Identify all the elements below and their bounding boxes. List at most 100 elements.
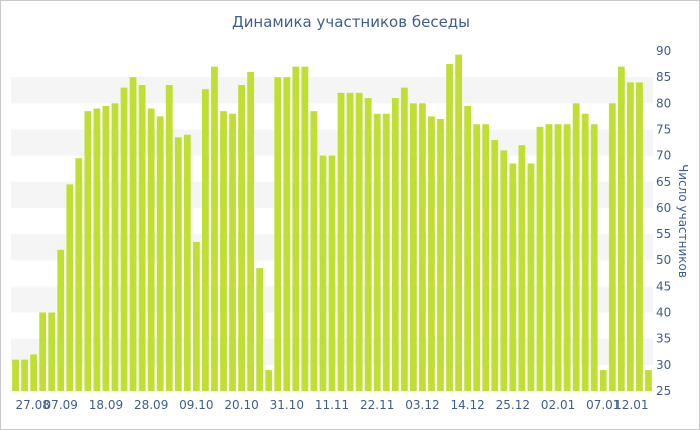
- bar[interactable]: [292, 66, 300, 391]
- bar[interactable]: [301, 66, 309, 391]
- x-tick-label: 14.12: [450, 398, 484, 412]
- bar[interactable]: [409, 103, 417, 392]
- bar[interactable]: [373, 113, 381, 392]
- bar[interactable]: [120, 87, 128, 391]
- bar[interactable]: [147, 108, 155, 392]
- bar[interactable]: [102, 105, 110, 391]
- y-tick-label: 55: [656, 227, 671, 241]
- bar[interactable]: [328, 155, 336, 391]
- bar[interactable]: [464, 105, 472, 391]
- x-tick-label: 09.10: [179, 398, 213, 412]
- bar[interactable]: [545, 124, 553, 391]
- bar[interactable]: [382, 113, 390, 392]
- bar[interactable]: [12, 359, 19, 391]
- bar[interactable]: [156, 116, 164, 391]
- bar[interactable]: [48, 312, 56, 391]
- bar[interactable]: [355, 92, 363, 391]
- bar[interactable]: [509, 163, 517, 391]
- bar[interactable]: [428, 116, 435, 391]
- x-tick-label: 27.08: [16, 398, 50, 412]
- bar[interactable]: [220, 111, 227, 392]
- x-tick-label: 31.10: [270, 398, 304, 412]
- y-tick-label: 75: [656, 122, 671, 136]
- bar[interactable]: [310, 111, 318, 392]
- bar[interactable]: [211, 66, 218, 391]
- x-tick-label: 03.12: [405, 398, 439, 412]
- bar[interactable]: [364, 98, 372, 392]
- y-tick-label: 80: [656, 96, 671, 110]
- y-tick-label: 25: [656, 384, 671, 398]
- bar[interactable]: [627, 82, 634, 391]
- x-tick-label: 12.01: [614, 398, 648, 412]
- bar[interactable]: [563, 124, 571, 391]
- bar[interactable]: [274, 77, 282, 392]
- bar[interactable]: [39, 312, 47, 391]
- bar[interactable]: [111, 103, 119, 392]
- bar[interactable]: [581, 113, 589, 392]
- grid-band: [11, 77, 653, 104]
- bar[interactable]: [229, 113, 236, 392]
- bar[interactable]: [192, 241, 200, 391]
- y-tick-label: 45: [656, 279, 671, 293]
- bar[interactable]: [75, 158, 83, 391]
- bar[interactable]: [174, 137, 182, 391]
- x-tick-label: 07.01: [586, 398, 620, 412]
- bar[interactable]: [129, 77, 137, 392]
- y-axis-ticks: 25 30 35 40 45 50 55 60 65 70 75 80 85 90: [656, 44, 671, 398]
- bar[interactable]: [572, 103, 580, 392]
- y-tick-label: 85: [656, 70, 671, 84]
- bar[interactable]: [599, 370, 607, 391]
- x-tick-label: 11.11: [315, 398, 349, 412]
- bar[interactable]: [57, 249, 65, 391]
- y-tick-label: 70: [656, 149, 671, 163]
- bar[interactable]: [437, 119, 444, 391]
- bar[interactable]: [518, 145, 526, 391]
- bar[interactable]: [645, 370, 652, 391]
- bar[interactable]: [554, 124, 562, 391]
- bar[interactable]: [138, 85, 146, 391]
- x-tick-label: 02.01: [541, 398, 575, 412]
- bar[interactable]: [256, 268, 264, 391]
- bar[interactable]: [400, 87, 408, 391]
- bar[interactable]: [636, 82, 643, 391]
- y-tick-label: 40: [656, 306, 671, 320]
- bar[interactable]: [446, 64, 453, 392]
- y-tick-label: 30: [656, 358, 671, 372]
- bar[interactable]: [500, 150, 508, 391]
- bars-group: [12, 54, 652, 392]
- bar[interactable]: [319, 155, 327, 391]
- bar[interactable]: [536, 126, 544, 391]
- bar[interactable]: [473, 124, 481, 391]
- bar[interactable]: [30, 354, 37, 391]
- bar[interactable]: [238, 85, 245, 391]
- bar[interactable]: [337, 92, 345, 391]
- bar[interactable]: [617, 66, 625, 391]
- bar[interactable]: [202, 89, 209, 391]
- x-tick-label: 25.12: [496, 398, 530, 412]
- bar[interactable]: [391, 98, 399, 392]
- x-tick-label: 22.11: [360, 398, 394, 412]
- x-tick-label: 28.09: [134, 398, 168, 412]
- bar[interactable]: [247, 71, 255, 391]
- bar[interactable]: [491, 139, 499, 391]
- bar[interactable]: [93, 108, 101, 392]
- bar[interactable]: [84, 111, 92, 392]
- bar[interactable]: [419, 103, 426, 392]
- bar[interactable]: [21, 359, 28, 391]
- y-tick-label: 90: [656, 44, 671, 58]
- bar[interactable]: [608, 103, 616, 392]
- bar[interactable]: [455, 54, 462, 392]
- bar[interactable]: [527, 163, 535, 391]
- bar[interactable]: [165, 85, 173, 391]
- bar[interactable]: [590, 124, 598, 391]
- bar[interactable]: [66, 184, 74, 391]
- bar[interactable]: [283, 77, 291, 392]
- y-tick-label: 50: [656, 253, 671, 267]
- bar[interactable]: [265, 370, 273, 391]
- bar[interactable]: [482, 124, 490, 391]
- y-axis-title: Число участников: [676, 164, 690, 278]
- bar[interactable]: [183, 134, 191, 391]
- bar[interactable]: [346, 92, 354, 391]
